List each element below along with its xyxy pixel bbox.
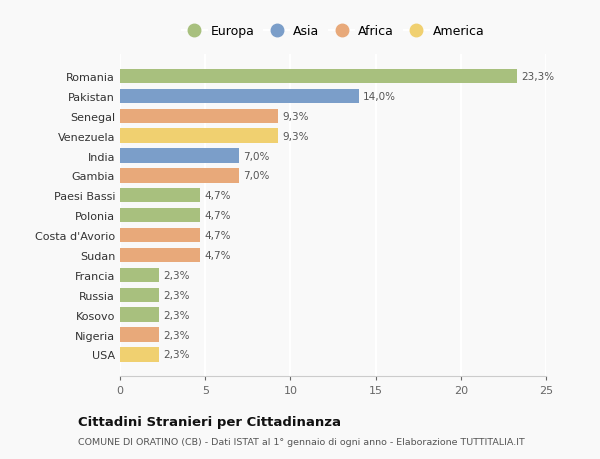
Bar xyxy=(120,268,159,282)
Bar xyxy=(120,90,359,104)
Text: 4,7%: 4,7% xyxy=(205,230,231,241)
Text: 14,0%: 14,0% xyxy=(363,92,396,101)
Text: Cittadini Stranieri per Cittadinanza: Cittadini Stranieri per Cittadinanza xyxy=(78,415,341,428)
Text: 7,0%: 7,0% xyxy=(244,151,270,161)
Text: 7,0%: 7,0% xyxy=(244,171,270,181)
Bar xyxy=(120,288,159,302)
Text: COMUNE DI ORATINO (CB) - Dati ISTAT al 1° gennaio di ogni anno - Elaborazione TU: COMUNE DI ORATINO (CB) - Dati ISTAT al 1… xyxy=(78,437,525,446)
Bar xyxy=(120,347,159,362)
Bar xyxy=(120,129,278,144)
Text: 4,7%: 4,7% xyxy=(205,191,231,201)
Bar xyxy=(120,328,159,342)
Bar xyxy=(120,189,200,203)
Text: 2,3%: 2,3% xyxy=(163,290,190,300)
Bar xyxy=(120,208,200,223)
Bar xyxy=(120,229,200,243)
Bar xyxy=(120,169,239,183)
Text: 2,3%: 2,3% xyxy=(163,350,190,359)
Text: 9,3%: 9,3% xyxy=(283,131,309,141)
Text: 2,3%: 2,3% xyxy=(163,310,190,320)
Legend: Europa, Asia, Africa, America: Europa, Asia, Africa, America xyxy=(179,23,487,41)
Bar xyxy=(120,70,517,84)
Bar xyxy=(120,308,159,322)
Text: 2,3%: 2,3% xyxy=(163,330,190,340)
Text: 23,3%: 23,3% xyxy=(521,72,554,82)
Bar xyxy=(120,109,278,123)
Bar xyxy=(120,248,200,263)
Text: 2,3%: 2,3% xyxy=(163,270,190,280)
Text: 4,7%: 4,7% xyxy=(205,251,231,260)
Bar xyxy=(120,149,239,163)
Text: 9,3%: 9,3% xyxy=(283,112,309,122)
Text: 4,7%: 4,7% xyxy=(205,211,231,221)
